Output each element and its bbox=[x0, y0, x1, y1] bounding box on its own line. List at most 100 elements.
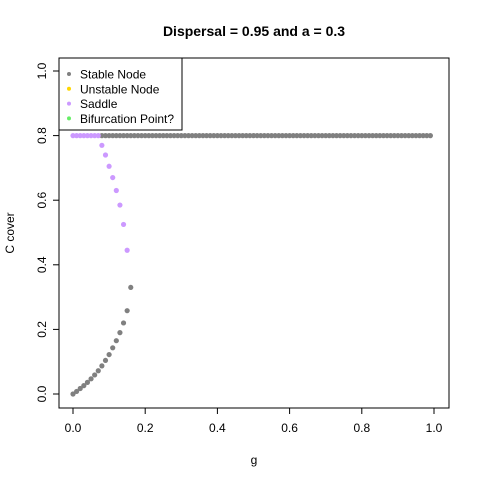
stable-node-point bbox=[247, 133, 253, 139]
stable-node-point bbox=[203, 133, 210, 139]
saddle-point bbox=[124, 247, 130, 253]
stable-node-point bbox=[290, 133, 296, 139]
stable-node-point bbox=[200, 133, 206, 139]
stable-node-point bbox=[301, 133, 307, 139]
stable-node-point bbox=[77, 385, 83, 392]
stable-node-point bbox=[406, 133, 412, 139]
x-tick-label: 0.4 bbox=[209, 421, 226, 435]
stable-node-point bbox=[297, 133, 304, 139]
stable-node-point bbox=[261, 133, 267, 139]
stable-node-point bbox=[70, 391, 76, 397]
stable-node-point bbox=[185, 133, 192, 139]
saddle-point bbox=[95, 133, 101, 139]
stable-node-point bbox=[124, 133, 130, 139]
stable-node-point bbox=[279, 133, 285, 139]
x-axis-label: g bbox=[251, 453, 258, 467]
stable-node-point bbox=[344, 133, 350, 139]
stable-node-point bbox=[218, 133, 224, 139]
stable-node-point bbox=[164, 133, 170, 139]
legend-marker-saddle bbox=[67, 101, 71, 106]
stable-node-point bbox=[182, 133, 188, 139]
stable-node-point bbox=[113, 133, 119, 139]
saddle-point bbox=[110, 174, 116, 181]
stable-node-point bbox=[341, 133, 347, 139]
stable-node-point bbox=[160, 133, 166, 139]
stable-node-point bbox=[395, 133, 401, 139]
stable-node-point bbox=[153, 133, 159, 139]
x-tick-label: 0.8 bbox=[353, 421, 370, 435]
stable-node-point bbox=[138, 133, 145, 139]
y-tick-label: 0.8 bbox=[35, 127, 49, 144]
y-axis-label: C cover bbox=[3, 212, 17, 253]
stable-node-point bbox=[102, 357, 109, 364]
stable-node-point bbox=[189, 133, 195, 139]
stable-node-point bbox=[366, 133, 372, 139]
saddle-point bbox=[113, 187, 119, 194]
stable-node-point bbox=[373, 133, 379, 139]
stable-node-point bbox=[427, 133, 433, 139]
stable-node-point bbox=[149, 133, 156, 139]
legend-label-saddle: Saddle bbox=[80, 97, 118, 111]
legend-label-bifurcation-point-: Bifurcation Point? bbox=[80, 112, 174, 126]
stable-node-point bbox=[315, 133, 322, 139]
stable-node-point bbox=[276, 133, 282, 139]
saddle-point bbox=[88, 133, 94, 139]
stable-node-point bbox=[283, 133, 289, 139]
stable-node-point bbox=[178, 133, 184, 139]
stable-node-point bbox=[117, 133, 123, 139]
stable-node-point bbox=[409, 133, 415, 139]
stable-node-point bbox=[377, 133, 383, 139]
stable-node-point bbox=[319, 133, 325, 139]
legend-marker-bifurcation-point- bbox=[67, 116, 71, 121]
stable-node-point bbox=[232, 133, 239, 139]
stable-node-point bbox=[326, 133, 332, 139]
y-tick-label: 1.0 bbox=[35, 62, 49, 79]
stable-node-point bbox=[211, 133, 217, 139]
stable-node-point bbox=[305, 133, 311, 139]
stable-node-point bbox=[323, 133, 329, 139]
stable-node-point bbox=[402, 133, 408, 139]
stable-node-point bbox=[424, 133, 430, 139]
stable-node-point bbox=[146, 133, 152, 139]
stable-node-point bbox=[391, 133, 397, 139]
stable-node-point bbox=[106, 351, 112, 358]
stable-node-point bbox=[398, 133, 405, 139]
saddle-point bbox=[70, 133, 76, 139]
stable-node-point bbox=[128, 284, 134, 291]
saddle-point bbox=[81, 133, 87, 139]
stable-node-point bbox=[240, 133, 246, 139]
stable-node-point bbox=[207, 133, 213, 139]
legend-label-stable-node: Stable Node bbox=[80, 68, 146, 82]
stable-node-point bbox=[135, 133, 141, 139]
stable-node-point bbox=[128, 133, 134, 139]
stable-node-point bbox=[359, 133, 365, 139]
legend-box bbox=[58, 57, 183, 131]
stable-node-point bbox=[384, 133, 390, 139]
stable-node-point bbox=[294, 133, 300, 139]
stable-node-point bbox=[250, 133, 257, 139]
stable-node-point bbox=[333, 133, 340, 139]
legend-marker-unstable-node bbox=[67, 86, 71, 91]
x-tick-label: 0.2 bbox=[137, 421, 154, 435]
saddle-point bbox=[84, 133, 91, 139]
saddle-point bbox=[106, 163, 112, 169]
stable-node-point bbox=[380, 133, 387, 139]
x-tick-label: 0.6 bbox=[281, 421, 298, 435]
stable-node-point bbox=[110, 345, 116, 351]
stable-node-point bbox=[131, 133, 137, 139]
stable-node-point bbox=[388, 133, 394, 139]
saddle-point bbox=[92, 133, 98, 139]
stable-node-point bbox=[420, 133, 426, 139]
stable-node-point bbox=[99, 363, 105, 369]
stable-node-point bbox=[351, 133, 358, 139]
stable-node-point bbox=[312, 133, 318, 139]
y-tick-label: 0.6 bbox=[35, 192, 49, 209]
ticks-layer: 0.0 0.2 0.4 0.6 0.8 1.0 0.0 0.2 0.4 0.6 0.8 1.0 bbox=[35, 62, 443, 435]
stable-node-point bbox=[348, 133, 354, 139]
stable-node-point bbox=[124, 308, 130, 314]
stable-node-point bbox=[99, 133, 105, 139]
stable-node-point bbox=[265, 133, 271, 139]
stable-node-point bbox=[330, 133, 336, 139]
